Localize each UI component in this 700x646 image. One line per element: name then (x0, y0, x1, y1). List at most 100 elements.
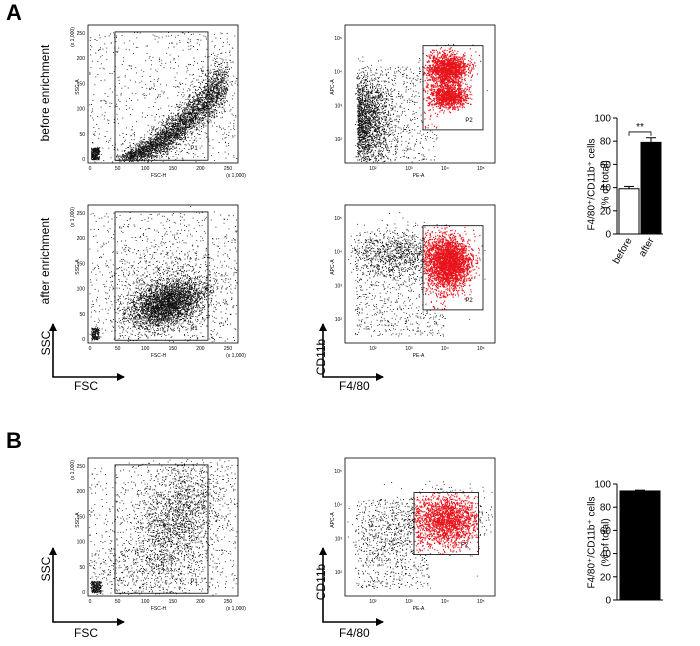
bar-a-yticklabel-3: 60 (600, 160, 612, 171)
fsc-after-xtick-4: 200 (196, 346, 205, 352)
fsc-before-xaxis-label: FSC-H (151, 173, 167, 179)
pe-b-xtick-0: 10² (369, 599, 377, 605)
ssc-arrow-label-a: SSC (39, 330, 53, 356)
bar-a-bar-0 (618, 188, 640, 235)
pe-b-dots-black (347, 480, 493, 589)
fsc-after-ytick-5: 250 (77, 211, 86, 217)
pe-before-yaxis-label: APC-A (330, 79, 336, 95)
fsc-before-xscale: (x 1,000) (226, 173, 246, 179)
fsc-before-ytick-1: 50 (79, 132, 85, 138)
pe-b-dots-red (414, 492, 480, 555)
fsc-after-events (89, 206, 238, 343)
pe-after-gate-p2 (422, 225, 484, 311)
fsc-b-xscale: (x 1,000) (226, 606, 246, 612)
fsc-after-gate-p1 (114, 211, 209, 341)
pe-after-xtick-0: 10² (369, 346, 377, 352)
pe-after-xtick-1: 10³ (405, 346, 413, 352)
fsc-b-xtick-3: 150 (169, 599, 178, 605)
arrow-fsc-a-head-up (49, 323, 57, 331)
bar-b-yticklabel-3: 60 (600, 526, 612, 537)
bar-a-bar-1 (640, 141, 662, 235)
fsc-b-gate-p1 (114, 464, 209, 594)
pe-b-gate-label: P2 (461, 543, 469, 549)
fsc-after-ytick-3: 150 (77, 261, 86, 267)
pe-before-xtick-2: 10⁴ (441, 166, 449, 172)
pe-b-ytick-1: 10³ (335, 536, 343, 542)
bar-ylabel-a-line2: (% of total) (600, 160, 612, 209)
pe-before-dots-red (423, 46, 482, 129)
fsc-before-xtick-3: 150 (169, 166, 178, 172)
fsc-after-xtick-5: 250 (224, 346, 233, 352)
fsc-b-yscale: (x 1,000) (70, 460, 76, 480)
ssc-arrow-label-b: SSC (39, 556, 53, 582)
pe-before-ytick-3: 10⁵ (334, 36, 342, 42)
fsc-b-ytick-0: 0 (82, 590, 85, 596)
fsc-b-xtick-2: 100 (141, 599, 150, 605)
fsc-b-ytick-1: 50 (79, 565, 85, 571)
arrow-pe-b-line (322, 548, 383, 623)
bar-b-yticklabel-4: 80 (600, 503, 612, 514)
fsc-before-xtick-5: 250 (224, 166, 233, 172)
pe-b-xtick-1: 10³ (405, 599, 413, 605)
fsc-after-xscale: (x 1,000) (226, 353, 246, 359)
fsc-b-ytick-3: 150 (77, 514, 86, 520)
fsc-before-xtick-1: 50 (115, 166, 121, 172)
arrow-fsc-b-head-up (49, 547, 57, 555)
bar-a-sig-bracket (628, 131, 652, 136)
bar-ylabel-a-line1: F4/80⁺/CD11b⁺ cells (586, 138, 598, 231)
arrow-pe-a-head-up (319, 323, 327, 331)
pe-b-ytick-2: 10⁴ (334, 503, 342, 509)
fsc-b-frame (87, 457, 239, 597)
fsc-after-ytick-4: 200 (77, 236, 86, 242)
pe-before-events (355, 43, 488, 163)
arrow-pe-b-head-up (319, 547, 327, 555)
fsc-b-yaxis-label: SSC-A (75, 512, 81, 528)
fsc-after-ytick-2: 100 (77, 287, 86, 293)
pe-after-dots-black (348, 212, 486, 337)
pe-after-ytick-0: 10² (335, 317, 343, 323)
panel-letter-b: B (6, 428, 22, 453)
fsc-b-xaxis-label: FSC-H (151, 606, 167, 612)
fsc-before-ytick-4: 200 (77, 56, 86, 62)
bar-b-bar-0 (619, 490, 661, 601)
fsc-arrow-label-a: FSC (74, 379, 98, 393)
fsc-before-yscale: (x 1,000) (70, 27, 76, 47)
fsc-after-ytick-1: 50 (79, 312, 85, 318)
pe-before-ytick-1: 10³ (335, 103, 343, 109)
pe-after-xaxis-label: PE-A (413, 353, 425, 359)
arrow-fsc-a-head-right (117, 373, 125, 381)
pe-before-gate-p2 (422, 45, 484, 131)
pe-after-ytick-1: 10³ (335, 283, 343, 289)
bar-a-sig-stars: ** (636, 122, 644, 133)
fsc-b-xtick-1: 50 (115, 599, 121, 605)
bar-ylabel-b-line1: F4/80⁺/CD11b⁺ cells (586, 496, 598, 589)
pe-after-events (348, 212, 486, 337)
pe-after-xtick-2: 10⁴ (441, 346, 449, 352)
bar-a-yticklabel-2: 40 (600, 183, 612, 194)
fsc-before-xtick-0: 0 (89, 166, 92, 172)
pe-before-ytick-0: 10² (335, 137, 343, 143)
pe-before-xtick-1: 10³ (405, 166, 413, 172)
bar-a-xlabel-1: after (637, 235, 657, 258)
pe-after-yaxis-label: APC-A (330, 259, 336, 275)
fsc-b-events (89, 459, 238, 596)
fsc-before-ytick-5: 250 (77, 31, 86, 37)
arrow-fsc-a-line (52, 324, 124, 378)
pe-before-xaxis-label: PE-A (413, 173, 425, 179)
fsc-after-yscale: (x 1,000) (70, 207, 76, 227)
fsc-before-xtick-2: 100 (141, 166, 150, 172)
pe-b-ytick-0: 10² (335, 570, 343, 576)
fsc-after-ytick-0: 0 (82, 337, 85, 343)
f480-arrow-label-a: F4/80 (339, 379, 370, 393)
pe-b-xtick-3: 10⁵ (477, 599, 485, 605)
pe-after-gate-label: P2 (465, 298, 473, 304)
bar-a-yticklabel-5: 100 (594, 114, 611, 125)
fsc-after-dots (89, 206, 238, 343)
fsc-before-ytick-0: 0 (82, 157, 85, 163)
fsc-after-xtick-1: 50 (115, 346, 121, 352)
bar-b-yticklabel-5: 100 (594, 480, 611, 491)
fsc-b-xtick-0: 0 (89, 599, 92, 605)
bar-a-yticklabel-0: 0 (605, 230, 611, 241)
pe-before-ytick-2: 10⁴ (334, 70, 342, 76)
